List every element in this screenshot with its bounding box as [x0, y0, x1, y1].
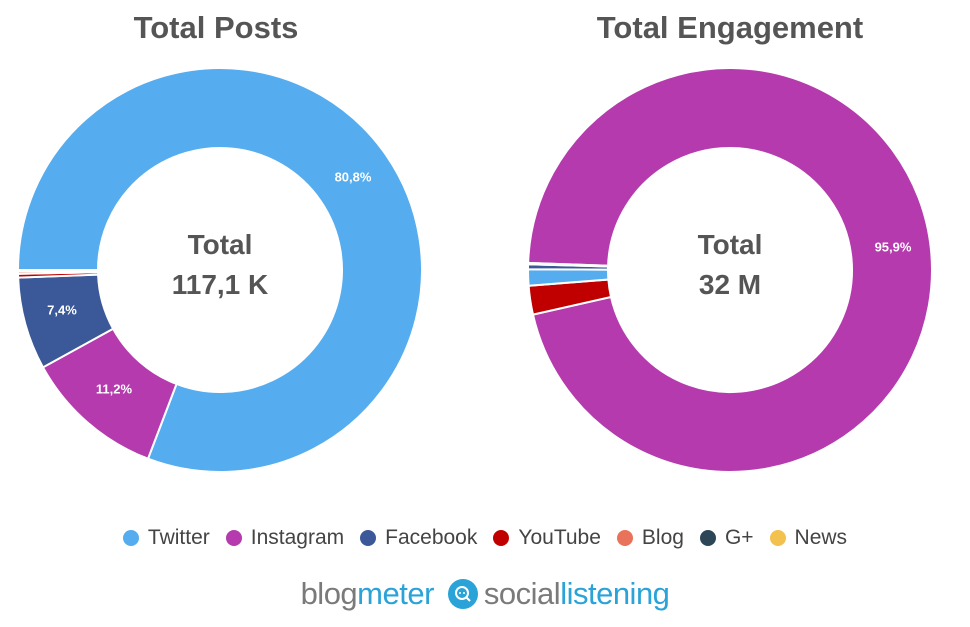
slice-label: 95,9% — [875, 239, 912, 254]
legend-dot-icon — [493, 530, 510, 546]
slice-g[interactable] — [527, 261, 610, 268]
legend-item-news[interactable]: News — [769, 526, 848, 550]
center-value: 117,1 K — [172, 269, 269, 300]
slice-label: 7,4% — [47, 302, 77, 317]
legend-label: Twitter — [147, 526, 210, 549]
slice-label: 11,2% — [96, 381, 133, 396]
legend-label: Blog — [641, 526, 684, 549]
legend-label: Facebook — [385, 526, 478, 549]
legend-dot-icon — [769, 530, 786, 546]
brand-logo: blog meter social listening — [0, 576, 970, 612]
center-value: 32 M — [699, 269, 761, 300]
legend-item-facebook[interactable]: Facebook — [360, 526, 477, 550]
chart-title-engagement: Total Engagement — [596, 10, 864, 45]
brand-blog-text: blog — [300, 576, 358, 611]
slice-g[interactable] — [16, 269, 100, 273]
legend-dot-icon — [225, 530, 242, 546]
legend-item-instagram[interactable]: Instagram — [225, 526, 345, 550]
legend-item-twitter[interactable]: Twitter — [122, 526, 210, 550]
donut-chart-engagement: 95,9% Total 32 M — [526, 67, 933, 473]
legend-label: YouTube — [518, 526, 601, 549]
brand-meter-text: meter — [357, 576, 434, 611]
center-label: Total — [188, 229, 253, 260]
legend-item-youtube[interactable]: YouTube — [493, 526, 601, 550]
center-label: Total — [698, 229, 763, 260]
donut-chart-posts: 80,8% 11,2% 7,4% Total 117,1 K — [16, 67, 423, 473]
brand-listening-text: listening — [560, 576, 670, 611]
legend-dot-icon — [360, 530, 377, 546]
legend-dot-icon — [122, 530, 139, 546]
legend-item-gplus[interactable]: G+ — [699, 526, 754, 550]
slice-instagram[interactable] — [527, 67, 933, 473]
legend-dot-icon — [699, 530, 716, 546]
chart-title-posts: Total Posts — [133, 10, 299, 45]
slice-twitter[interactable] — [16, 67, 423, 473]
legend-label: News — [794, 526, 848, 549]
legend-dot-icon — [616, 530, 633, 546]
brand-social-text: social — [483, 576, 561, 611]
legend-item-blog[interactable]: Blog — [616, 526, 684, 550]
legend-label: Instagram — [250, 526, 345, 549]
legend-label: G+ — [724, 526, 754, 549]
slice-label: 80,8% — [335, 169, 372, 184]
legend: Twitter Instagram Facebook YouTube Blog … — [0, 526, 970, 550]
chat-bubble-icon — [447, 579, 478, 609]
